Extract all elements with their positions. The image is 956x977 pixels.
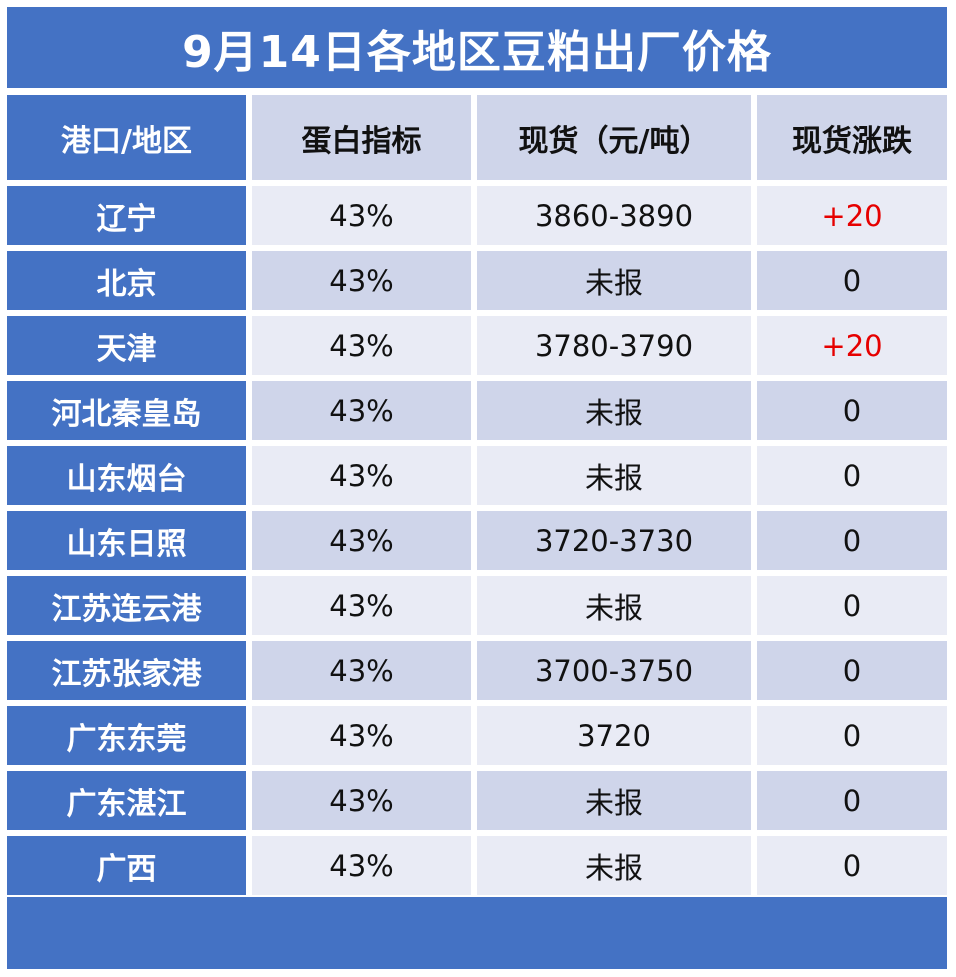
header-price: 现货（元/吨） xyxy=(477,95,751,180)
price-cell: 未报 xyxy=(477,771,751,830)
region-cell: 山东烟台 xyxy=(7,446,246,505)
protein-cell: 43% xyxy=(252,706,471,765)
price-cell: 3780-3790 xyxy=(477,316,751,375)
change-cell: +20 xyxy=(757,316,947,375)
region-cell: 北京 xyxy=(7,251,246,310)
region-cell: 河北秦皇岛 xyxy=(7,381,246,440)
price-cell: 3860-3890 xyxy=(477,186,751,245)
price-cell: 未报 xyxy=(477,446,751,505)
price-table-frame: 9月14日各地区豆粕出厂价格 港口/地区 蛋白指标 现货（元/吨） 现货涨跌 辽… xyxy=(7,7,947,969)
region-cell: 广西 xyxy=(7,836,246,895)
region-cell: 广东东莞 xyxy=(7,706,246,765)
protein-cell: 43% xyxy=(252,511,471,570)
protein-cell: 43% xyxy=(252,641,471,700)
protein-cell: 43% xyxy=(252,836,471,895)
region-cell: 天津 xyxy=(7,316,246,375)
change-cell: 0 xyxy=(757,641,947,700)
change-cell: 0 xyxy=(757,446,947,505)
change-cell: 0 xyxy=(757,836,947,895)
price-cell: 3700-3750 xyxy=(477,641,751,700)
protein-cell: 43% xyxy=(252,771,471,830)
table-title: 9月14日各地区豆粕出厂价格 xyxy=(7,7,947,88)
price-cell: 未报 xyxy=(477,251,751,310)
region-cell: 山东日照 xyxy=(7,511,246,570)
protein-cell: 43% xyxy=(252,576,471,635)
protein-cell: 43% xyxy=(252,251,471,310)
change-cell: 0 xyxy=(757,251,947,310)
price-table: 港口/地区 蛋白指标 现货（元/吨） 现货涨跌 辽宁 43% 3860-3890 +2… xyxy=(7,95,947,895)
protein-cell: 43% xyxy=(252,316,471,375)
protein-cell: 43% xyxy=(252,446,471,505)
price-cell: 未报 xyxy=(477,836,751,895)
price-cell: 未报 xyxy=(477,576,751,635)
price-cell: 未报 xyxy=(477,381,751,440)
change-cell: +20 xyxy=(757,186,947,245)
region-cell: 广东湛江 xyxy=(7,771,246,830)
change-cell: 0 xyxy=(757,511,947,570)
price-cell: 3720-3730 xyxy=(477,511,751,570)
header-change: 现货涨跌 xyxy=(757,95,947,180)
protein-cell: 43% xyxy=(252,186,471,245)
header-protein: 蛋白指标 xyxy=(252,95,471,180)
change-cell: 0 xyxy=(757,706,947,765)
region-cell: 江苏张家港 xyxy=(7,641,246,700)
change-cell: 0 xyxy=(757,576,947,635)
price-cell: 3720 xyxy=(477,706,751,765)
change-cell: 0 xyxy=(757,771,947,830)
region-cell: 辽宁 xyxy=(7,186,246,245)
footer-bar xyxy=(7,897,947,969)
header-region: 港口/地区 xyxy=(7,95,246,180)
protein-cell: 43% xyxy=(252,381,471,440)
region-cell: 江苏连云港 xyxy=(7,576,246,635)
change-cell: 0 xyxy=(757,381,947,440)
